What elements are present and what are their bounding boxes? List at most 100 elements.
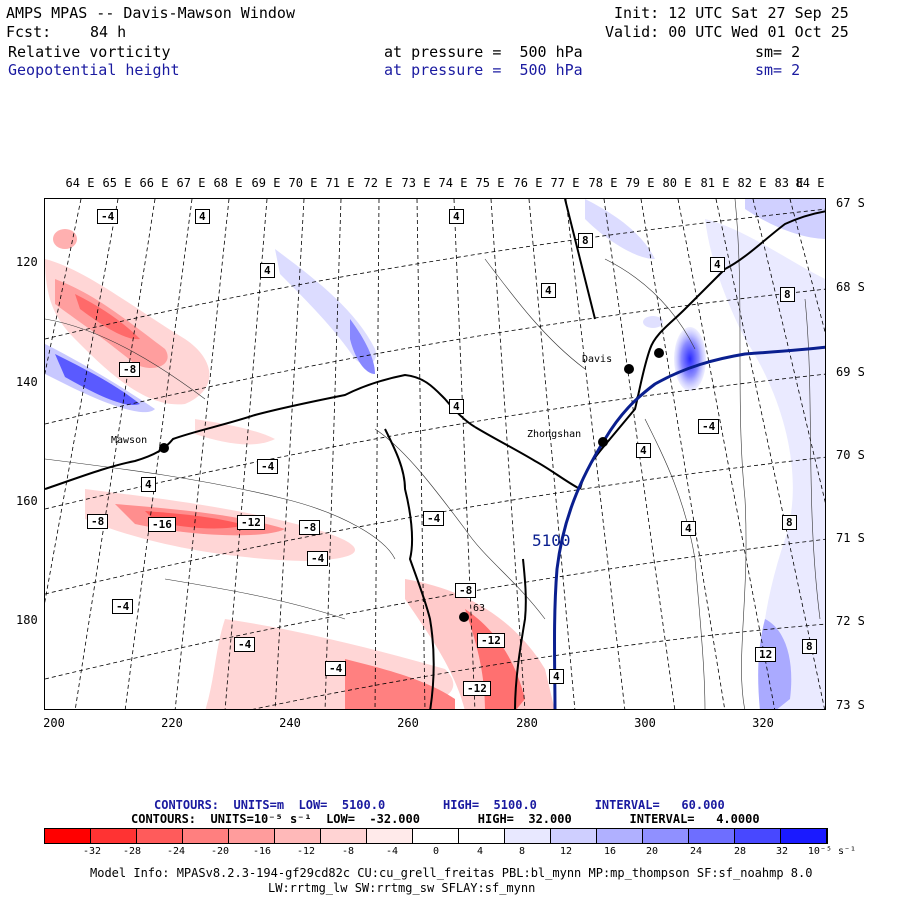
grid-x-label: 200 (43, 716, 65, 730)
contour-label: -4 (234, 637, 256, 652)
lon-label: 72 E (363, 176, 393, 190)
contour-label: -4 (112, 599, 134, 614)
lon-label: 83 E (774, 176, 804, 190)
contour-label: 8 (780, 287, 795, 302)
contour-label: 4 (195, 209, 210, 224)
station-label-mawson: Mawson (111, 435, 148, 446)
colorbar-swatch (597, 829, 643, 843)
grid-y-label: 140 (16, 375, 38, 389)
contour-label: -16 (148, 517, 176, 532)
lon-label: 81 E (700, 176, 730, 190)
contour-label: 8 (578, 233, 593, 248)
colorbar-units: 10⁻⁵ s⁻¹ (807, 846, 857, 857)
lon-label: 73 E (401, 176, 431, 190)
mawson-station-dot (159, 443, 169, 453)
lon-label: 67 E (176, 176, 206, 190)
colorbar-swatch (275, 829, 321, 843)
forecast-label: Fcst: (6, 23, 52, 41)
colorbar-swatch (781, 829, 827, 843)
contour-label: 4 (260, 263, 275, 278)
colorbar-tick: -12 (296, 846, 316, 857)
colorbar-swatch (413, 829, 459, 843)
colorbar-swatch (183, 829, 229, 843)
colorbar-tick: -8 (341, 846, 355, 857)
grid-x-label: 240 (279, 716, 301, 730)
lon-label: 80 E (662, 176, 692, 190)
colorbar-tick: 24 (689, 846, 703, 857)
colorbar-tick: -28 (122, 846, 142, 857)
lon-label: 66 E (139, 176, 169, 190)
colorbar-tick: -24 (166, 846, 186, 857)
davis-station-dot (624, 364, 634, 374)
colorbar-swatch (735, 829, 781, 843)
lon-label: 69 E (251, 176, 281, 190)
colorbar-swatch (367, 829, 413, 843)
colorbar-swatch (505, 829, 551, 843)
station-63-dot (459, 612, 469, 622)
lon-label: 71 E (325, 176, 355, 190)
colorbar-swatch (643, 829, 689, 843)
contour-label: 4 (449, 399, 464, 414)
model-physics-info: LW:rrtmg_lw SW:rrtmg_sw SFLAY:sf_mynn (268, 881, 536, 895)
lon-label: 84 E (795, 176, 825, 190)
colorbar-tick: 16 (603, 846, 617, 857)
colorbar-tick: -20 (210, 846, 230, 857)
lon-label: 65 E (102, 176, 132, 190)
colorbar-tick: -32 (82, 846, 102, 857)
colorbar-tick: 0 (432, 846, 440, 857)
grid-y-label: 180 (16, 613, 38, 627)
lon-label: 77 E (550, 176, 580, 190)
contour-label: -4 (423, 511, 445, 526)
colorbar-swatch (137, 829, 183, 843)
height-contour-info: CONTOURS: UNITS=m LOW= 5100.0 HIGH= 5100… (154, 798, 725, 812)
field1-level: at pressure = 500 hPa (384, 43, 583, 61)
contour-label: -4 (257, 459, 279, 474)
plot-title: AMPS MPAS -- Davis-Mawson Window (6, 4, 295, 22)
contour-label: -12 (463, 681, 491, 696)
grid-x-label: 280 (516, 716, 538, 730)
colorbar-swatch (229, 829, 275, 843)
map-panel[interactable]: Davis Zhongshan Mawson 63 5100 -4 4 4 4 … (44, 198, 826, 710)
forecast-hour: 84 h (90, 23, 127, 41)
contour-label: -4 (325, 661, 347, 676)
positive-vorticity-shading (45, 199, 825, 709)
map-canvas (45, 199, 825, 709)
grid-x-label: 220 (161, 716, 183, 730)
contour-label: -4 (307, 551, 329, 566)
lat-label: 72 S (836, 614, 865, 628)
station-label-davis: Davis (582, 354, 613, 365)
lon-label: 79 E (625, 176, 655, 190)
colorbar-tick: -4 (385, 846, 399, 857)
lon-label: 70 E (288, 176, 318, 190)
grid-y-label: 120 (16, 255, 38, 269)
contour-label: 4 (636, 443, 651, 458)
colorbar-tick: 32 (775, 846, 789, 857)
lon-label: 74 E (438, 176, 468, 190)
colorbar-swatch (321, 829, 367, 843)
lon-label: 68 E (213, 176, 243, 190)
contour-label: 4 (681, 521, 696, 536)
colorbar-tick: 20 (645, 846, 659, 857)
lon-label: 76 E (513, 176, 543, 190)
field2-smoothing: sm= 2 (755, 61, 801, 79)
height-contour-5100 (553, 345, 825, 709)
station-label-63: 63 (473, 603, 486, 614)
colorbar-swatch (91, 829, 137, 843)
contour-label: 8 (782, 515, 797, 530)
grid-x-label: 260 (397, 716, 419, 730)
lon-label: 82 E (737, 176, 767, 190)
field1-smoothing: sm= 2 (755, 43, 801, 61)
lat-label: 73 S (836, 698, 865, 712)
contour-label: 12 (755, 647, 777, 662)
grid-x-label: 300 (634, 716, 656, 730)
lat-label: 68 S (836, 280, 865, 294)
lat-label: 67 S (836, 196, 865, 210)
lon-label: 78 E (588, 176, 618, 190)
zhongshan-station-dot (598, 437, 608, 447)
coastline (45, 199, 825, 709)
colorbar-tick: 12 (559, 846, 573, 857)
grid-y-label: 160 (16, 494, 38, 508)
lat-label: 71 S (836, 531, 865, 545)
grid-x-label: 320 (752, 716, 774, 730)
lat-label: 69 S (836, 365, 865, 379)
